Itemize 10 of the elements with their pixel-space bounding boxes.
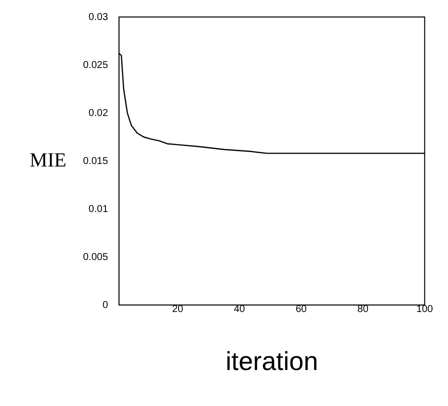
y-tick-label: 0.02 xyxy=(88,108,108,119)
y-tick-label: 0.01 xyxy=(88,204,108,215)
x-tick-label: 100 xyxy=(416,304,434,315)
y-axis-title: MIE xyxy=(30,149,66,172)
y-tick-label: 0 xyxy=(102,300,108,311)
y-tick-label: 0.03 xyxy=(88,12,108,23)
x-axis-title: iteration xyxy=(226,346,318,376)
y-tick-label: 0.015 xyxy=(82,156,108,167)
y-tick-label: 0.025 xyxy=(82,60,108,71)
y-tick-label: 0.005 xyxy=(82,252,108,263)
